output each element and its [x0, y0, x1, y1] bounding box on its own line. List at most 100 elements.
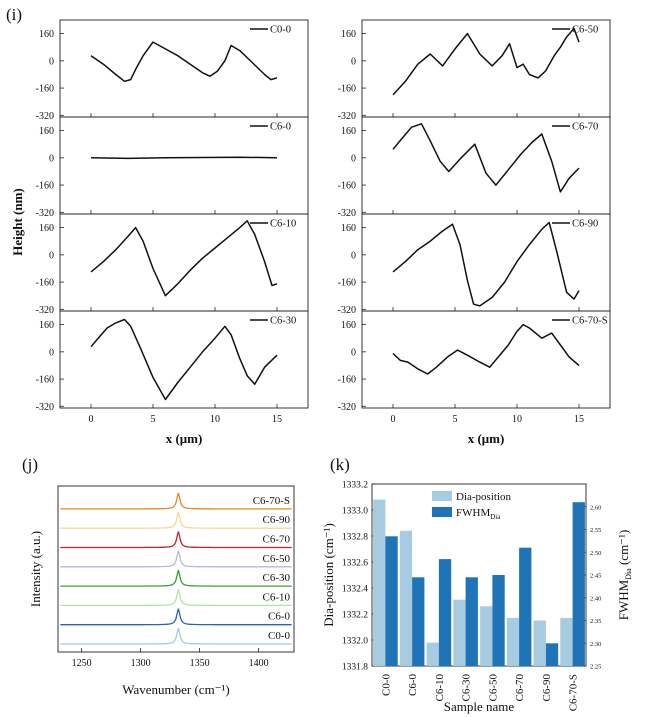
y-tick-label: 0	[49, 250, 54, 261]
bar-fwhm-c6-70-s	[572, 502, 585, 666]
y-tick-label: 1332.4	[342, 585, 368, 595]
legend-label: C6-90	[572, 219, 598, 230]
x-tick-label: 5	[151, 414, 156, 425]
profile-line-c6-50	[392, 27, 580, 96]
bar-dia-position-c0-0	[373, 499, 386, 666]
profile-line-c6-70	[392, 123, 580, 193]
panel-k-bar-chart: (k) Dia-position (cm⁻¹) FWHMDia (cm⁻¹) S…	[321, 455, 633, 714]
y-tick-label: -320	[338, 402, 356, 413]
legend-label: C6-70	[572, 122, 598, 133]
y-tick-label: 160	[39, 223, 54, 234]
x-tick-label: 1250	[72, 658, 92, 669]
profile-c6-70: 160 0 -160 -320 C6-70	[338, 116, 611, 219]
y-tick-label: 0	[49, 347, 54, 358]
sample-name-axis-label: Sample name	[444, 699, 515, 714]
subplot-frame	[361, 310, 611, 409]
y-tick-label: 160	[341, 29, 356, 40]
x-axis-label-right: x (μm)	[468, 431, 505, 446]
y-tick-label: -320	[36, 208, 54, 219]
bar-fwhm-c6-30	[465, 577, 478, 666]
x-tick-label: 1400	[249, 658, 269, 669]
profile-line-c6-10	[90, 220, 278, 297]
y-tick-label: -320	[338, 111, 356, 122]
legend-swatch-dia-position	[432, 491, 452, 501]
legend-label: C6-0	[270, 122, 291, 133]
legend-swatch-fwhm	[432, 507, 452, 517]
y-tick-label: 1333.2	[342, 481, 368, 491]
x-tick-label: 0	[89, 414, 94, 425]
y-tick-label: 1332.0	[342, 637, 368, 647]
y-tick-label: -320	[338, 208, 356, 219]
spectrum-label-c6-30: C6-30	[263, 572, 291, 584]
profile-line-c6-90	[392, 221, 580, 307]
profile-line-c0-0	[90, 41, 278, 83]
y-tick-label: 1331.8	[342, 663, 368, 673]
spectrum-c0-0	[60, 627, 292, 645]
spectrum-c6-70	[60, 531, 292, 549]
y2-tick-label: 2.55	[590, 527, 601, 534]
x-tick-label: 15	[574, 414, 584, 425]
y2-tick-label: 2.30	[590, 641, 601, 648]
y2-tick-label: 2.40	[590, 595, 601, 602]
panel-i-height-profiles: (i) Height (nm) x (μm) x (μm) 160 0 -160 -3…	[6, 5, 611, 446]
y-tick-label: 0	[49, 56, 54, 67]
bar-fwhm-c6-0	[412, 577, 425, 666]
x-tick-label: 0	[391, 414, 396, 425]
intensity-axis-label: Intensity (a.u.)	[28, 531, 43, 607]
category-label-c6-30: C6-30	[461, 674, 473, 702]
spectrum-label-c6-70: C6-70	[263, 534, 291, 546]
spectrum-label-c6-0: C6-0	[268, 611, 291, 623]
category-label-c6-50: C6-50	[487, 674, 499, 702]
x-tick-label: 10	[512, 414, 522, 425]
y-tick-label: 1333.0	[342, 507, 368, 517]
y-tick-label: -160	[36, 278, 54, 289]
legend-label: C6-30	[270, 316, 296, 327]
profile-c0-0: 160 0 -160 -320 C0-0	[36, 19, 309, 122]
profile-c6-70-s: 160 0 -160 -320 0 5 10 15 C6-70-S	[338, 310, 611, 425]
x-tick-label: 1300	[131, 658, 151, 669]
spectrum-c6-50	[60, 550, 292, 568]
bar-fwhm-c6-50	[492, 575, 505, 666]
bar-dia-position-c6-90	[533, 620, 546, 666]
y-tick-label: 0	[351, 56, 356, 67]
x-tick-label: 10	[210, 414, 220, 425]
profile-line-c6-70-s	[392, 323, 580, 375]
bar-fwhm-c6-90	[545, 643, 559, 666]
spectrum-label-c6-50: C6-50	[263, 553, 291, 565]
legend-label: C6-70-S	[572, 316, 608, 327]
panel-label-k: (k)	[330, 455, 350, 474]
legend-label: C0-0	[270, 25, 291, 36]
bar-dia-position-c6-70-s	[560, 617, 573, 666]
y-tick-label: 1332.6	[342, 559, 368, 569]
y2-tick-label: 2.50	[590, 550, 601, 557]
y-tick-label: -160	[338, 84, 356, 95]
raman-plot-frame	[57, 485, 295, 653]
y2-tick-label: 2.45	[590, 573, 601, 580]
bar-fwhm-c6-70	[519, 547, 532, 666]
y-tick-label: -160	[338, 278, 356, 289]
spectrum-c6-0	[60, 608, 292, 626]
x-tick-label: 1350	[190, 658, 210, 669]
bar-dia-position-c6-70	[506, 617, 520, 666]
y-tick-label: 1332.2	[342, 611, 368, 621]
subplot-frame	[59, 310, 309, 409]
y-tick-label: 1332.8	[342, 533, 368, 543]
wavenumber-axis-label: Wavenumber (cm⁻¹)	[122, 682, 230, 697]
y-tick-label: 160	[39, 126, 54, 137]
bar-fwhm-c6-10	[438, 559, 452, 666]
spectrum-c6-90	[60, 512, 292, 529]
category-label-c6-70-s: C6-70-S	[568, 674, 580, 711]
profile-line-c6-30	[90, 318, 278, 401]
y-tick-label: 0	[351, 153, 356, 164]
x-tick-label: 15	[272, 414, 282, 425]
y2-tick-label: 2.25	[590, 664, 601, 671]
y-tick-label: 0	[351, 250, 356, 261]
panel-label-i: (i)	[6, 5, 22, 24]
y-tick-label: -160	[338, 375, 356, 386]
y-tick-label: 0	[49, 153, 54, 164]
panel-j-raman-spectra: (j) Intensity (a.u.) Wavenumber (cm⁻¹) 1…	[22, 455, 295, 697]
y-tick-label: 160	[341, 223, 356, 234]
bar-dia-position-c6-30	[453, 599, 466, 666]
y2-tick-label: 2.60	[590, 504, 601, 511]
bar-dia-position-c6-50	[480, 606, 493, 666]
